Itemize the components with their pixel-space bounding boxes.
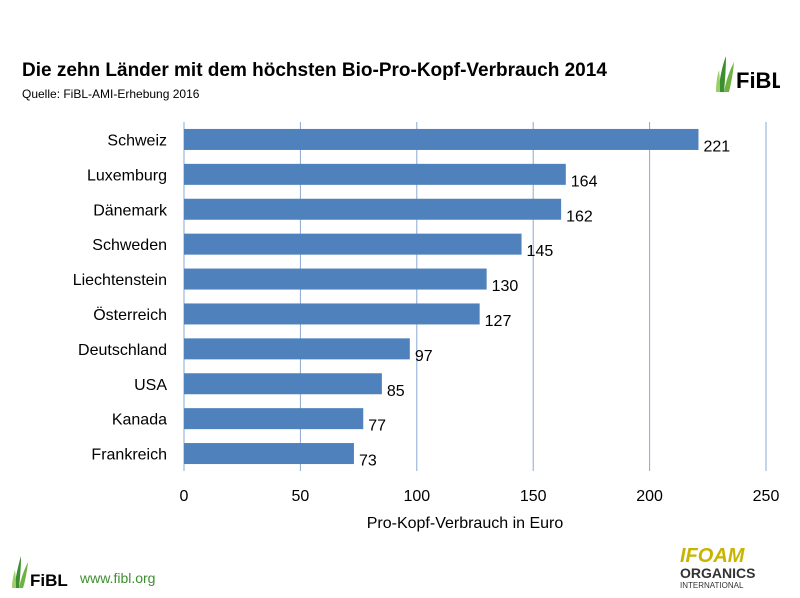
ifoam-logo-organics: ORGANICS [680, 565, 755, 581]
fibl-footer-logo-icon: FiBL [12, 556, 68, 590]
category-label-0: Schweiz [107, 132, 167, 149]
ifoam-logo-icon: IFOAM ORGANICS INTERNATIONAL [680, 545, 755, 590]
fibl-logo-icon: FiBL [716, 56, 780, 93]
value-label-7: 85 [387, 383, 405, 400]
value-label-3: 145 [527, 243, 554, 260]
chart-title: Die zehn Länder mit dem höchsten Bio-Pro… [22, 60, 607, 81]
bar-4 [184, 268, 487, 290]
category-label-3: Schweden [92, 237, 167, 254]
category-label-7: USA [134, 377, 167, 394]
x-tick-label-4: 200 [636, 488, 663, 505]
value-label-0: 221 [703, 138, 730, 155]
bar-6 [184, 338, 410, 360]
category-label-2: Dänemark [93, 202, 168, 219]
bar-1 [184, 163, 566, 185]
ifoam-logo-text: IFOAM [680, 545, 746, 567]
footer-url-link[interactable]: www.fibl.org [80, 570, 156, 586]
bar-0 [184, 128, 699, 150]
value-label-4: 130 [492, 278, 519, 295]
category-label-4: Liechtenstein [73, 272, 167, 289]
bar-2 [184, 198, 562, 220]
category-label-9: Frankreich [91, 447, 167, 464]
bar-3 [184, 233, 522, 255]
value-label-6: 97 [415, 348, 433, 365]
fibl-logo-text: FiBL [736, 68, 780, 93]
value-label-5: 127 [485, 313, 512, 330]
category-label-5: Österreich [93, 306, 167, 324]
ifoam-logo-international: INTERNATIONAL [680, 581, 744, 590]
fibl-footer-logo-text: FiBL [30, 571, 68, 590]
value-label-1: 164 [571, 173, 598, 190]
category-label-1: Luxemburg [87, 167, 167, 184]
x-tick-label-0: 0 [180, 488, 189, 505]
x-tick-label-5: 250 [753, 488, 780, 505]
bar-7 [184, 373, 382, 395]
x-tick-label-3: 150 [520, 488, 547, 505]
bar-8 [184, 408, 364, 430]
x-tick-label-1: 50 [292, 488, 310, 505]
value-label-9: 73 [359, 453, 377, 470]
x-axis-title: Pro-Kopf-Verbrauch in Euro [367, 515, 564, 532]
category-label-6: Deutschland [78, 342, 167, 359]
chart-source: Quelle: FiBL-AMI-Erhebung 2016 [22, 87, 200, 101]
category-label-8: Kanada [112, 412, 167, 429]
bar-9 [184, 443, 354, 465]
x-tick-label-2: 100 [403, 488, 430, 505]
value-label-8: 77 [368, 418, 386, 435]
value-label-2: 162 [566, 208, 593, 225]
bar-5 [184, 303, 480, 325]
